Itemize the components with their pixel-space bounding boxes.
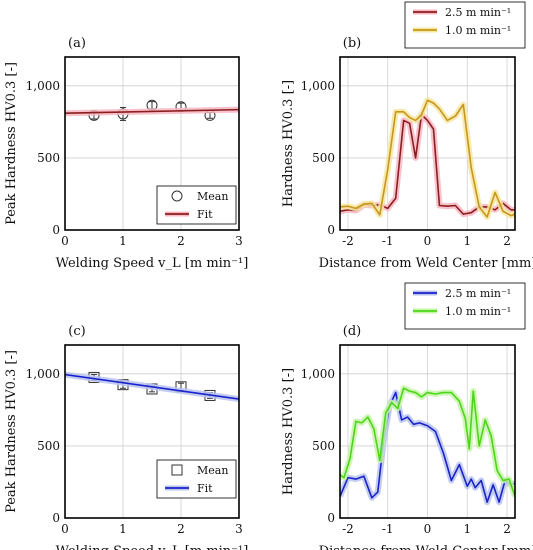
panel-label: (d) [343,324,361,339]
y-tick-label: 500 [312,439,335,453]
y-tick-label: 500 [37,439,60,453]
x-tick-label: 0 [61,522,69,536]
series-line-1 [340,387,515,497]
y-tick-label: 1,000 [26,367,60,381]
plot-frame [64,56,240,231]
legend-label: Mean [197,464,228,477]
legend: 2.5 m min⁻¹ 1.0 m min⁻¹ [404,1,526,49]
x-tick-label: -2 [342,522,354,536]
y-axis-label: Hardness HV0.3 [-] [281,80,296,207]
legend: Mean Fit [156,459,237,499]
x-axis-label: Distance from Weld Center [mm] [319,544,533,550]
legend: 2.5 m min⁻¹ 1.0 m min⁻¹ [404,282,526,330]
x-tick-label: 3 [235,522,243,536]
plot-frame [339,344,516,519]
panel-label: (a) [68,36,86,51]
x-tick-label: 2 [177,522,185,536]
x-axis-label: Welding Speed v_L [m min⁻¹] [56,256,249,271]
plot-area [65,99,239,121]
legend-label: Fit [197,482,213,495]
panel-0: 0 1 2 3 0 500 1,000 Welding Speed v_L [m min⁻¹]… [4,36,248,271]
x-tick-label: 1 [463,522,471,536]
panel-2: 0 1 2 3 0 500 1,000 Welding Speed v_L [m min⁻¹]… [4,324,248,550]
plot-area [340,97,515,221]
y-tick-label: 0 [52,223,60,237]
series-line-1 [65,108,239,115]
x-tick-label: 1 [119,522,127,536]
legend-label: Mean [197,190,228,203]
x-axis-label: Welding Speed v_L [m min⁻¹] [56,544,249,550]
series-line-0 [340,391,515,503]
legend-swatch-marker [171,190,183,202]
legend-label: 2.5 m min⁻¹ [445,6,511,19]
y-axis-label: Peak Hardness HV0.3 [-] [4,62,19,225]
y-axis-label: Hardness HV0.3 [-] [281,368,296,495]
x-tick-label: 2 [503,234,511,248]
y-tick-label: 500 [312,151,335,165]
legend-swatch-marker [171,464,183,476]
y-axis-label: Peak Hardness HV0.3 [-] [4,350,19,513]
plot-area [340,385,515,506]
plot-frame [339,56,516,231]
x-tick-label: 0 [424,234,432,248]
legend-box [156,459,237,499]
x-tick-label: 0 [424,522,432,536]
x-tick-label: 1 [119,234,127,248]
legend: Mean Fit [156,185,237,225]
panel-1: -2 -1 0 1 2 0 500 1,000 Distance from Weld Cente… [281,1,533,271]
x-tick-label: 2 [503,522,511,536]
y-tick-label: 0 [327,511,335,525]
y-tick-label: 500 [37,151,60,165]
series-line-1 [340,99,515,218]
legend-label: 1.0 m min⁻¹ [445,24,511,37]
plot-frame [64,344,240,519]
x-tick-label: 0 [61,234,69,248]
plot-area [65,371,239,403]
x-tick-label: -1 [382,234,394,248]
x-tick-label: -1 [382,522,394,536]
y-tick-label: 1,000 [301,367,335,381]
y-tick-label: 1,000 [26,79,60,93]
legend-label: 1.0 m min⁻¹ [445,305,511,318]
legend-box [156,185,237,225]
panel-3: -2 -1 0 1 2 0 500 1,000 Distance from Weld Cente… [281,282,533,550]
x-tick-label: -2 [342,234,354,248]
y-tick-label: 1,000 [301,79,335,93]
y-tick-label: 0 [52,511,60,525]
y-tick-label: 0 [327,223,335,237]
panel-label: (c) [68,324,85,339]
legend-label: 2.5 m min⁻¹ [445,287,511,300]
series-line-1 [65,373,239,400]
x-axis-label: Distance from Weld Center [mm] [319,256,533,271]
x-tick-label: 2 [177,234,185,248]
panel-label: (b) [343,36,361,51]
x-tick-label: 3 [235,234,243,248]
legend-label: Fit [197,208,213,221]
x-tick-label: 1 [463,234,471,248]
